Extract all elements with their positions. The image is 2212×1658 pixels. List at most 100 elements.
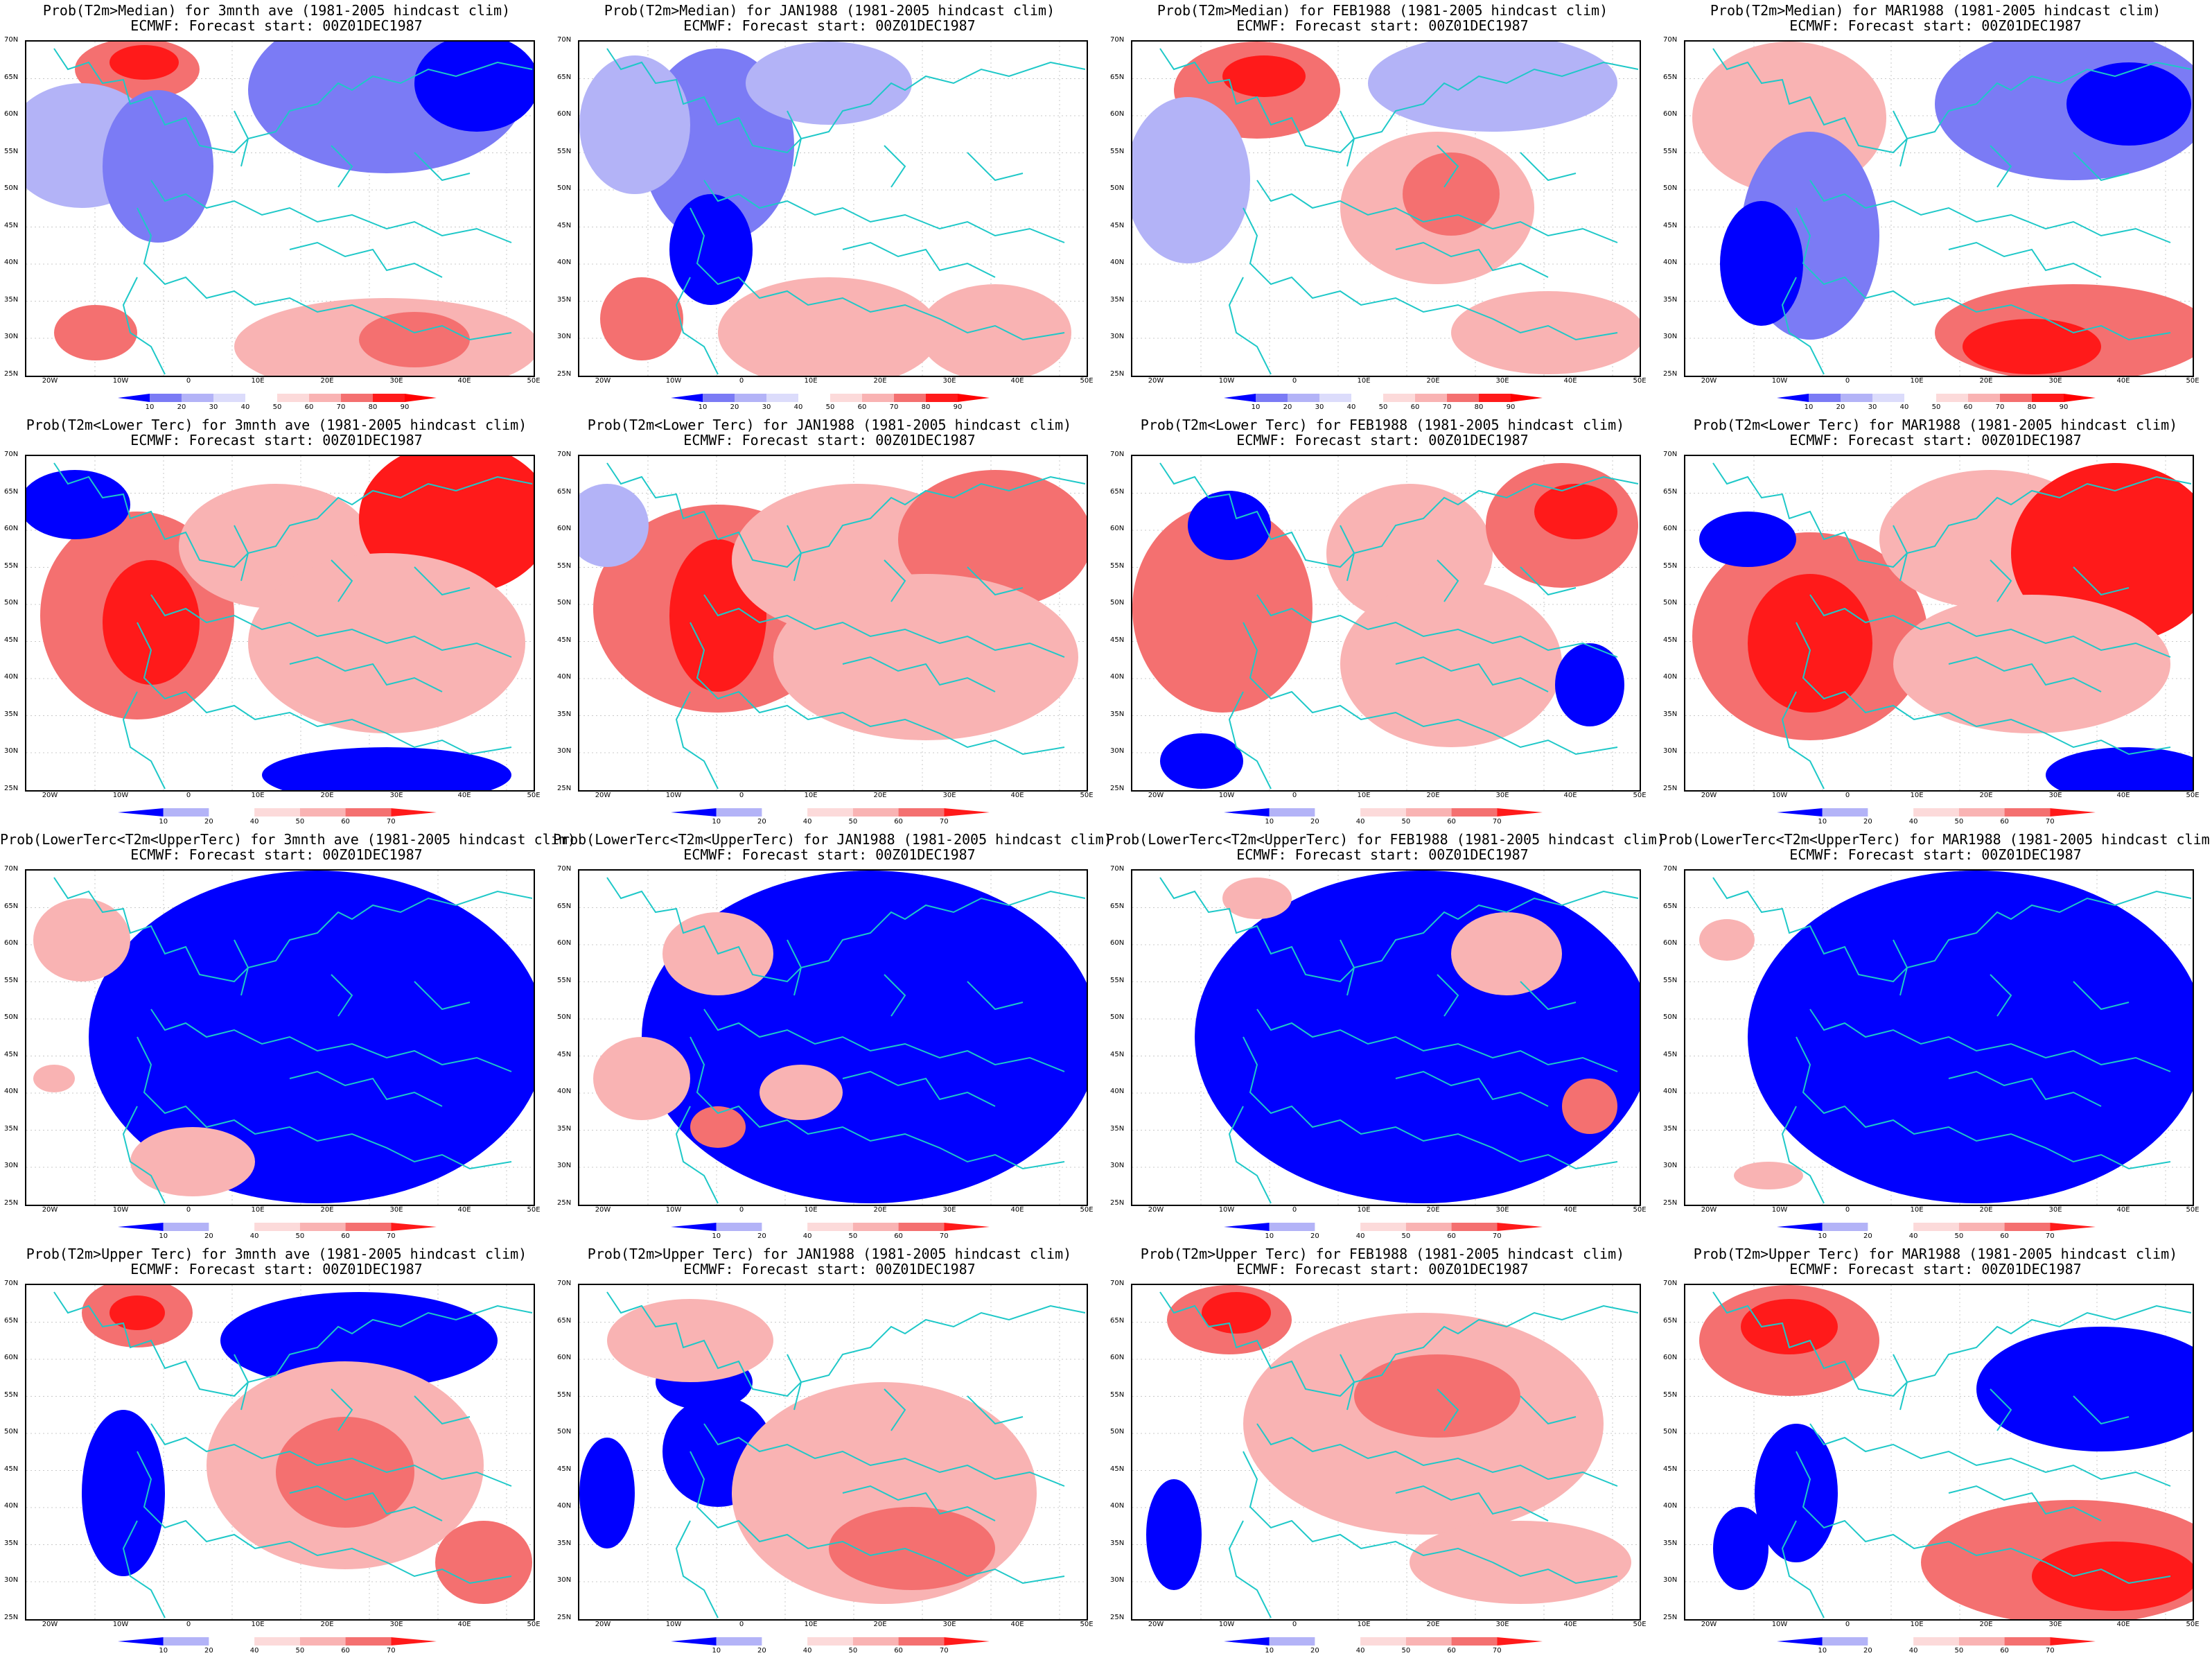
map-panel: Prob(T2m>Upper Terc) for 3mnth ave (1981… — [0, 1244, 553, 1658]
colorbar-tick-label: 40 — [249, 1647, 259, 1655]
probability-field — [1685, 871, 2193, 1205]
colorbar-segment — [1904, 394, 1936, 402]
colorbar-tick-label: 60 — [304, 403, 314, 411]
probability-region — [1188, 491, 1271, 560]
colorbar-segment — [671, 1637, 717, 1646]
colorbar-tick-label: 70 — [939, 1647, 949, 1655]
probability-region — [1202, 1292, 1271, 1334]
latitude-tick-label: 30N — [4, 1576, 19, 1584]
colorbar-segment — [1968, 394, 2000, 402]
panel-subtitle: ECMWF: Forecast start: 00Z01DEC1987 — [1789, 846, 2082, 863]
latitude-tick-label: 50N — [1110, 1428, 1125, 1436]
longitude-tick-label: 50E — [1633, 1206, 1647, 1214]
longitude-tick-label: 10W — [665, 377, 682, 385]
map-panel: Prob(LowerTerc<T2m<UpperTerc) for FEB198… — [1106, 829, 1665, 1244]
colorbar-segment — [391, 808, 437, 817]
colorbar-tick-label: 20 — [1863, 818, 1872, 826]
colorbar — [1777, 394, 2096, 402]
coastline — [1712, 877, 2192, 1204]
latitude-tick-label: 40N — [557, 1088, 572, 1095]
longitude-tick-label: 0 — [1845, 1621, 1850, 1628]
longitude-tick-label: 50E — [1080, 1206, 1094, 1214]
panel-title: Prob(T2m>Median) for FEB1988 (1981-2005 … — [1157, 2, 1608, 19]
colorbar-tick-label: 10 — [1265, 818, 1274, 826]
probability-region — [579, 484, 649, 567]
colorbar-segment — [2050, 1223, 2096, 1231]
longitude-tick-label: 0 — [739, 792, 744, 799]
longitude-tick-label: 0 — [1292, 1206, 1297, 1214]
colorbar-segment — [830, 394, 862, 402]
longitude-tick-label: 30E — [389, 377, 403, 385]
latitude-tick-label: 70N — [557, 1280, 572, 1287]
colorbar — [1224, 808, 1543, 817]
longitude-tick-label: 20W — [1148, 1206, 1164, 1214]
latitude-tick-label: 25N — [557, 1199, 572, 1207]
longitude-tick-label: 40E — [1563, 377, 1577, 385]
latitude-tick-label: 40N — [1663, 1088, 1678, 1095]
panel-title: Prob(LowerTerc<T2m<UpperTerc) for MAR198… — [1659, 831, 2212, 848]
colorbar-tick-label: 40 — [240, 403, 250, 411]
colorbar-tick-label: 20 — [1863, 1647, 1872, 1655]
map-panel: Prob(T2m<Lower Terc) for JAN1988 (1981-2… — [553, 414, 1106, 829]
probability-region — [1410, 1521, 1631, 1604]
latitude-tick-label: 45N — [557, 222, 572, 229]
longitude-tick-label: 10E — [1357, 377, 1371, 385]
latitude-tick-label: 35N — [1110, 1539, 1125, 1547]
colorbar-segment — [405, 394, 437, 402]
panel-subtitle: ECMWF: Forecast start: 00Z01DEC1987 — [130, 17, 423, 34]
colorbar-tick-label: 20 — [757, 818, 766, 826]
map-panel: Prob(T2m<Lower Terc) for 3mnth ave (1981… — [0, 414, 553, 829]
colorbar-tick-label: 60 — [2000, 1647, 2009, 1655]
colorbar-tick-label: 20 — [204, 1232, 213, 1240]
longitude-tick-label: 30E — [1495, 1621, 1509, 1628]
latitude-tick-label: 50N — [4, 599, 19, 607]
colorbar — [1777, 1223, 2096, 1231]
colorbar-segment — [254, 1637, 300, 1646]
longitude-tick-label: 40E — [2116, 377, 2130, 385]
colorbar-tick-label: 30 — [762, 403, 771, 411]
latitude-tick-label: 30N — [557, 1162, 572, 1169]
colorbar-tick-label: 40 — [249, 818, 259, 826]
latitude-tick-label: 25N — [4, 1614, 19, 1621]
longitude-tick-label: 20W — [42, 792, 58, 799]
colorbar-segment — [1913, 1637, 1959, 1646]
longitude-tick-label: 50E — [1080, 377, 1094, 385]
colorbar-segment — [277, 394, 309, 402]
longitude-tick-label: 0 — [186, 1206, 191, 1214]
colorbar-segment — [118, 394, 150, 402]
map-panel: Prob(T2m>Upper Terc) for FEB1988 (1981-2… — [1106, 1244, 1659, 1658]
colorbar-tick-label: 20 — [757, 1232, 766, 1240]
latitude-tick-label: 60N — [1110, 1354, 1125, 1361]
panel-title: Prob(T2m<Lower Terc) for 3mnth ave (1981… — [26, 417, 527, 433]
coastline — [606, 877, 1086, 1204]
colorbar-segment — [703, 394, 735, 402]
probability-region — [276, 1417, 414, 1528]
latitude-tick-label: 55N — [4, 562, 19, 570]
latitude-tick-label: 65N — [4, 73, 19, 81]
probability-field — [579, 456, 1087, 790]
longitude-tick-label: 20E — [1979, 1621, 1993, 1628]
longitude-tick-label: 20E — [320, 792, 334, 799]
latitude-tick-label: 35N — [1110, 710, 1125, 718]
probability-region — [690, 1106, 746, 1148]
probability-region — [262, 747, 511, 790]
latitude-tick-label: 30N — [557, 333, 572, 340]
probability-region — [1368, 42, 1617, 132]
colorbar-tick-label: 10 — [1251, 403, 1261, 411]
latitude-tick-label: 55N — [1110, 148, 1125, 155]
probability-region — [760, 1065, 843, 1120]
latitude-tick-label: 65N — [1663, 1317, 1678, 1325]
probability-region — [1160, 733, 1243, 789]
probability-field — [1132, 456, 1640, 790]
colorbar-segment — [894, 394, 926, 402]
panel-title: Prob(LowerTerc<T2m<UpperTerc) for JAN198… — [553, 831, 1112, 848]
longitude-tick-label: 20E — [873, 1206, 887, 1214]
panel-title: Prob(LowerTerc<T2m<UpperTerc) for 3mnth … — [0, 831, 576, 848]
colorbar-tick-label: 20 — [204, 818, 213, 826]
colorbar-segment — [766, 394, 798, 402]
colorbar-tick-label: 20 — [757, 1647, 766, 1655]
colorbar-tick-label: 60 — [894, 1647, 903, 1655]
longitude-tick-label: 10E — [804, 1206, 818, 1214]
colorbar-tick-label: 40 — [802, 1232, 812, 1240]
probability-region — [1222, 878, 1292, 919]
